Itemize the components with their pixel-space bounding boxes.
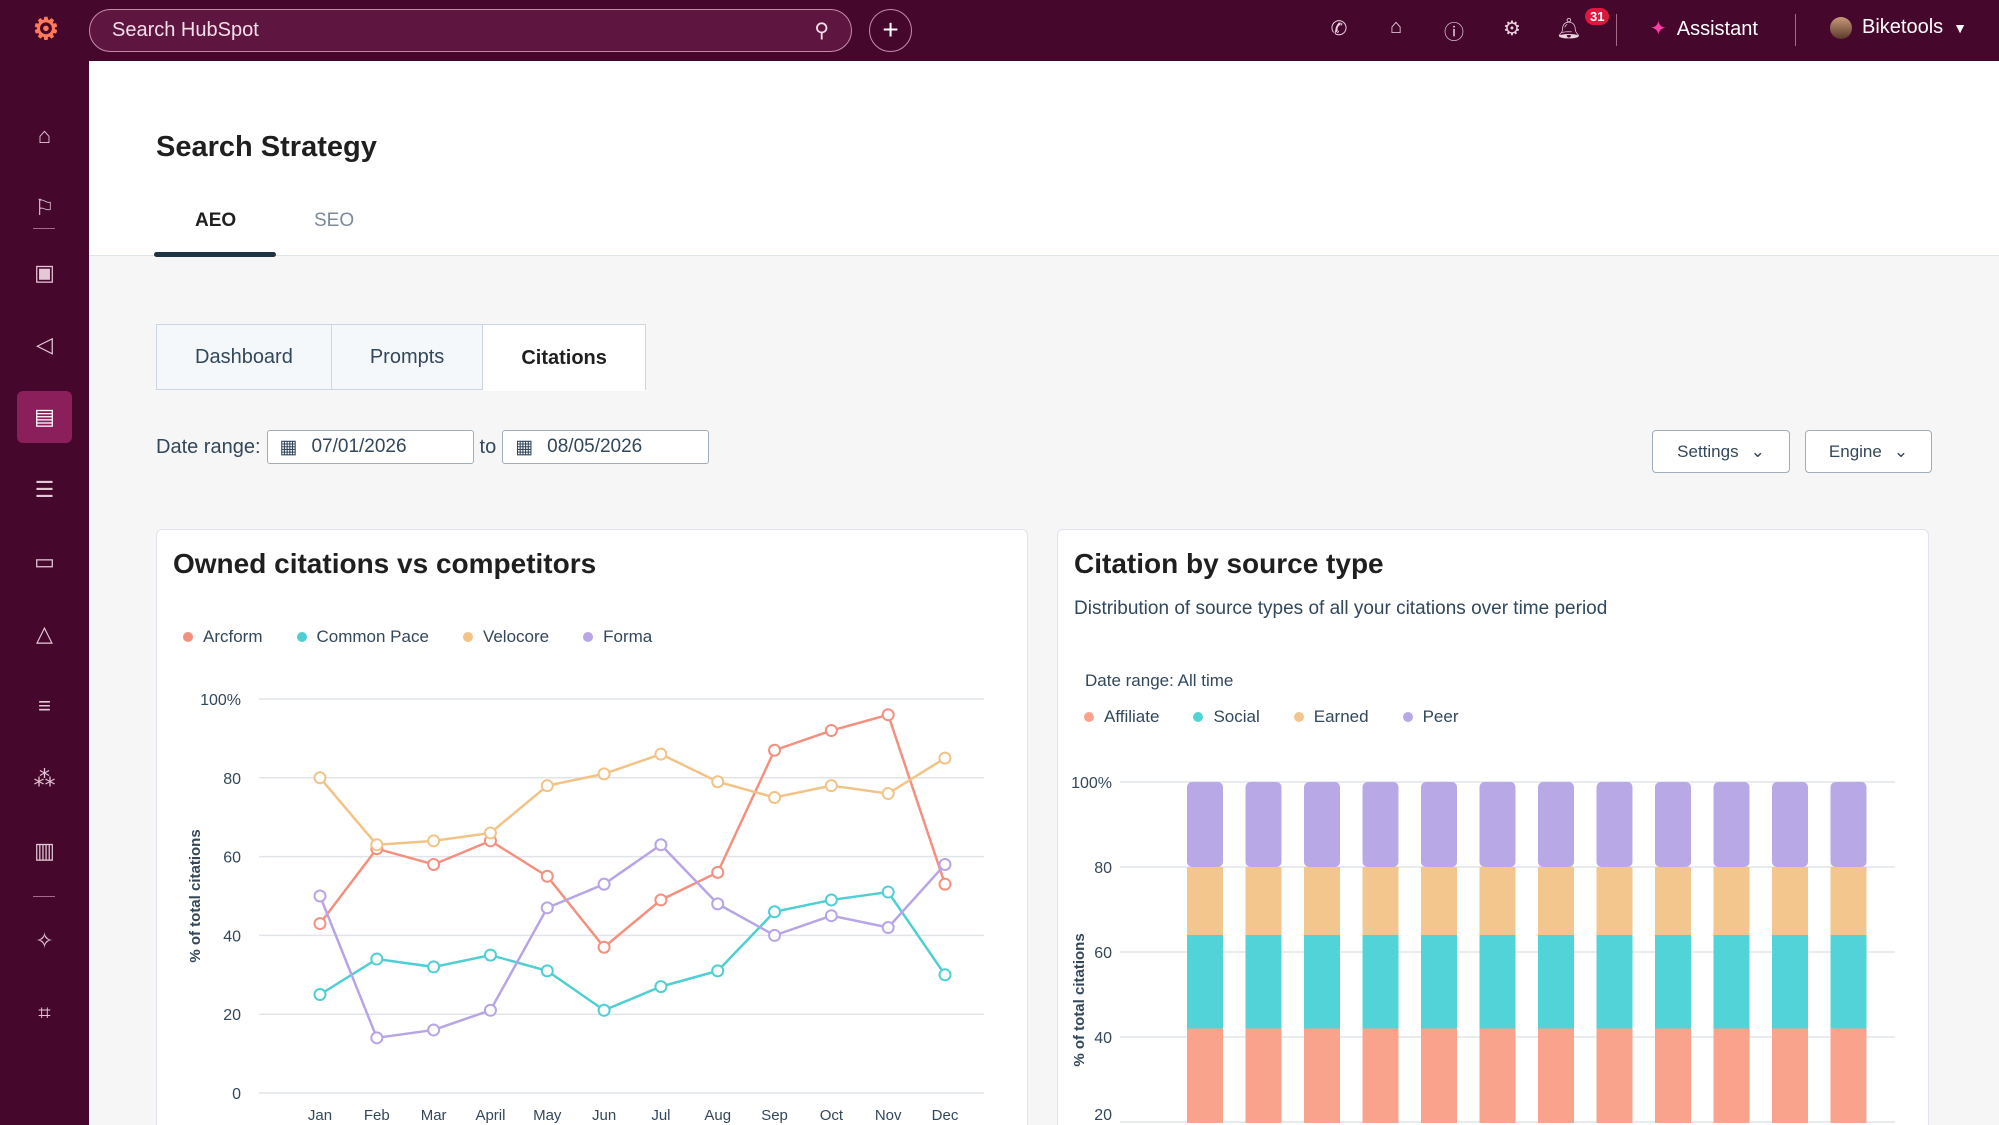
date-range-label: Date range:	[156, 435, 261, 458]
caret-down-icon: ▼	[1953, 19, 1968, 36]
active-tab-indicator	[154, 252, 276, 257]
to-label: to	[479, 435, 497, 458]
engine-label: Engine	[1828, 441, 1882, 461]
marketing-megaphone-icon[interactable]: ◁	[36, 332, 53, 357]
card-title: Citation by source type	[1074, 548, 1384, 579]
search-input[interactable]: Search HubSpot ⚲	[89, 9, 852, 52]
hubspot-logo-icon[interactable]: ⚙	[32, 13, 60, 46]
page-header: Search Strategy AEO SEO	[89, 61, 1999, 257]
legend-dot	[1293, 712, 1304, 722]
legend-label: Common Pace	[316, 627, 429, 646]
chart-date-range: Date range: All time	[1085, 671, 1234, 690]
engine-dropdown[interactable]: Engine ⌄	[1805, 430, 1932, 473]
legend-dot	[296, 632, 307, 642]
chevron-down-icon: ⌄	[1893, 441, 1909, 461]
date-from-input[interactable]: ▦ 07/01/2026	[266, 430, 474, 464]
legend-item[interactable]: Forma	[583, 627, 652, 647]
legend-dot	[183, 632, 193, 642]
chart-legend: Arcform Common Pace Velocore Forma	[183, 627, 652, 647]
legend-item[interactable]: Social	[1193, 707, 1260, 727]
search-icon[interactable]: ⚲	[814, 20, 829, 42]
date-range-filter: Date range: ▦ 07/01/2026 to ▦ 08/05/2026	[156, 430, 710, 464]
top-nav-bar: ⚙ Search HubSpot ⚲ + ✆ ⌂ ⓘ ⚙ 🔔︎ 31 ✦ Assis…	[0, 0, 1999, 61]
date-from-value: 07/01/2026	[311, 436, 407, 457]
owned-citations-card: Owned citations vs competitors Arcform Co…	[156, 529, 1028, 1125]
home-icon[interactable]: ⌂	[37, 123, 52, 148]
legend-label: Forma	[603, 627, 653, 646]
date-to-value: 08/05/2026	[547, 436, 643, 457]
help-icon[interactable]: ⓘ	[1444, 22, 1464, 44]
divider	[33, 896, 55, 897]
tab-seo[interactable]: SEO	[314, 210, 355, 231]
legend-dot	[1402, 712, 1413, 722]
subtab-group: Dashboard Prompts Citations	[156, 324, 646, 391]
legend-label: Peer	[1422, 707, 1459, 726]
contacts-icon[interactable]: ▣	[34, 260, 55, 285]
legend-item[interactable]: Common Pace	[296, 627, 429, 647]
legend-label: Velocore	[482, 627, 550, 646]
account-menu[interactable]: Biketools ▼	[1830, 16, 1967, 39]
content-icon[interactable]: ▤	[17, 391, 72, 443]
card-title: Owned citations vs competitors	[173, 548, 597, 579]
ai-sparkle-icon[interactable]: ✧	[35, 928, 54, 953]
developer-code-icon[interactable]: ⌗	[38, 1000, 51, 1025]
divider	[33, 228, 55, 229]
legend-item[interactable]: Velocore	[462, 627, 550, 647]
wallet-icon[interactable]: ▭	[34, 549, 55, 574]
subtab-prompts[interactable]: Prompts	[331, 325, 484, 389]
search-placeholder: Search HubSpot	[112, 19, 259, 41]
subtab-dashboard[interactable]: Dashboard	[157, 325, 332, 389]
account-name: Biketools	[1862, 16, 1944, 38]
calendar-icon: ▦	[515, 436, 534, 458]
notification-badge: 31	[1585, 8, 1610, 25]
assistant-label: Assistant	[1676, 18, 1758, 40]
legend-label: Arcform	[203, 627, 263, 646]
divider	[1616, 14, 1617, 46]
card-subtitle: Distribution of source types of all your…	[1074, 598, 1608, 619]
page-title: Search Strategy	[156, 131, 377, 163]
service-icon[interactable]: △	[36, 621, 53, 646]
divider	[1795, 14, 1796, 46]
citation-source-card: Citation by source type Distribution of …	[1057, 529, 1929, 1125]
settings-label: Settings	[1677, 441, 1739, 461]
sidebar: ⌂ ⚐ ▣ ◁ ▤ ☰ ▭ △ ≡ ⁂ ▥ ✧ ⌗	[0, 61, 89, 1125]
legend-item[interactable]: Affiliate	[1084, 707, 1159, 727]
settings-dropdown[interactable]: Settings ⌄	[1652, 430, 1790, 473]
legend-dot	[583, 632, 594, 642]
calendar-icon: ▦	[279, 436, 298, 458]
reports-chart-icon[interactable]: ▥	[34, 838, 55, 863]
settings-gear-icon[interactable]: ⚙	[1503, 18, 1521, 40]
notifications-bell-icon[interactable]: 🔔︎	[1556, 18, 1582, 40]
bookmark-icon[interactable]: ⚐	[34, 195, 55, 220]
database-icon[interactable]: ≡	[38, 693, 51, 718]
automation-icon[interactable]: ⁂	[33, 766, 56, 791]
subtab-citations[interactable]: Citations	[483, 325, 645, 391]
chevron-down-icon: ⌄	[1750, 441, 1765, 461]
legend-dot	[1193, 712, 1204, 722]
legend-item[interactable]: Peer	[1402, 707, 1459, 727]
create-button[interactable]: +	[869, 9, 912, 52]
legend-dot	[462, 632, 473, 642]
legend-label: Affiliate	[1104, 707, 1160, 726]
marketplace-icon[interactable]: ⌂	[1389, 16, 1403, 38]
legend-label: Social	[1213, 707, 1260, 726]
chart-legend: Affiliate Social Earned Peer	[1084, 707, 1459, 727]
date-to-input[interactable]: ▦ 08/05/2026	[502, 430, 710, 464]
legend-label: Earned	[1313, 707, 1369, 726]
tab-aeo[interactable]: AEO	[195, 210, 237, 231]
phone-icon[interactable]: ✆	[1330, 18, 1348, 40]
sparkle-icon: ✦	[1650, 18, 1667, 40]
legend-dot	[1084, 712, 1094, 722]
legend-item[interactable]: Earned	[1293, 707, 1369, 727]
avatar	[1830, 16, 1852, 39]
assistant-button[interactable]: ✦ Assistant	[1650, 16, 1758, 41]
legend-item[interactable]: Arcform	[183, 627, 263, 647]
commerce-icon[interactable]: ☰	[34, 477, 55, 502]
